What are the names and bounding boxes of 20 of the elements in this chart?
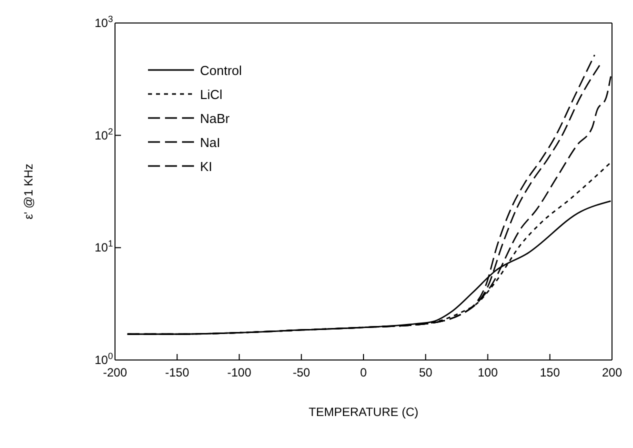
x-tick-label: -100	[227, 366, 252, 380]
x-tick-label: -150	[165, 366, 190, 380]
x-tick-label: 0	[360, 366, 368, 380]
x-axis-title: TEMPERATURE (C)	[308, 405, 418, 419]
x-tick-label: -200	[102, 366, 128, 380]
x-tick-label: 50	[418, 366, 433, 380]
y-axis-title: ε' @1 KHz	[21, 164, 36, 220]
y-tick-label: 10$^{0}$	[94, 351, 113, 367]
y-tick-label: 10$^{3}$	[94, 14, 113, 30]
legend-label: Control	[200, 62, 242, 78]
legend-label: KI	[200, 158, 212, 174]
legend-label: LiCl	[200, 86, 222, 102]
y-tick-label: 10$^{2}$	[94, 126, 113, 142]
x-tick-label: -50	[292, 366, 310, 380]
legend-label: NaI	[200, 134, 220, 150]
x-tick-label: 150	[540, 366, 560, 380]
x-tick-label: 200	[602, 366, 622, 380]
x-tick-label: 100	[478, 366, 498, 380]
y-tick-label: 10$^{1}$	[94, 238, 113, 255]
legend-label: NaBr	[200, 110, 230, 126]
